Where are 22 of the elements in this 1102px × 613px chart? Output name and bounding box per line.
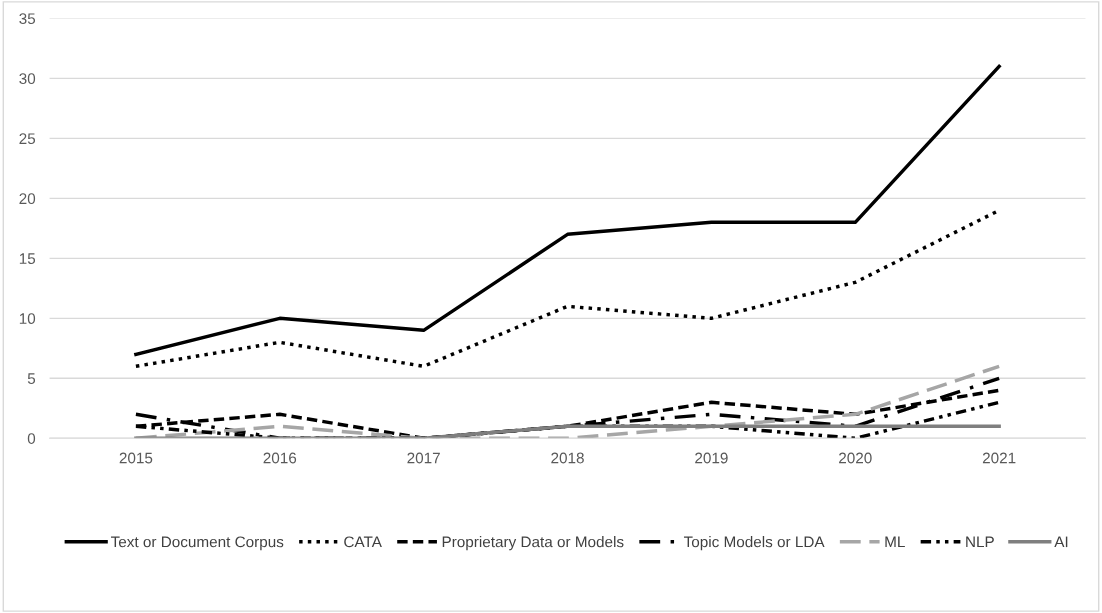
y-tick-label: 5 <box>27 373 36 384</box>
y-tick-label: 10 <box>19 313 36 325</box>
x-tick-label: 2021 <box>982 452 1016 464</box>
legend-label: AI <box>1054 536 1068 548</box>
x-tick-label: 2016 <box>263 452 297 464</box>
x-tick-label: 2020 <box>839 452 872 464</box>
legend-label: Proprietary Data or Models <box>442 536 624 551</box>
legend-label: Text or Document Corpus <box>111 536 284 551</box>
legend-label: Topic Models or LDA <box>683 536 825 551</box>
x-tick-label: 2015 <box>119 452 153 464</box>
legend-label: ML <box>885 536 905 548</box>
y-tick-label: 20 <box>19 193 36 205</box>
x-tick-label: 2019 <box>695 452 728 464</box>
y-tick-label: 15 <box>19 253 36 265</box>
x-tick-label: 2018 <box>551 452 584 464</box>
x-tick-label: 2017 <box>407 452 440 464</box>
y-tick-label: 0 <box>27 433 36 444</box>
legend-label: NLP <box>966 536 994 548</box>
y-tick-label: 25 <box>19 133 36 145</box>
legend-label: CATA <box>344 536 382 548</box>
y-tick-label: 35 <box>19 13 36 25</box>
y-tick-label: 30 <box>19 73 36 85</box>
